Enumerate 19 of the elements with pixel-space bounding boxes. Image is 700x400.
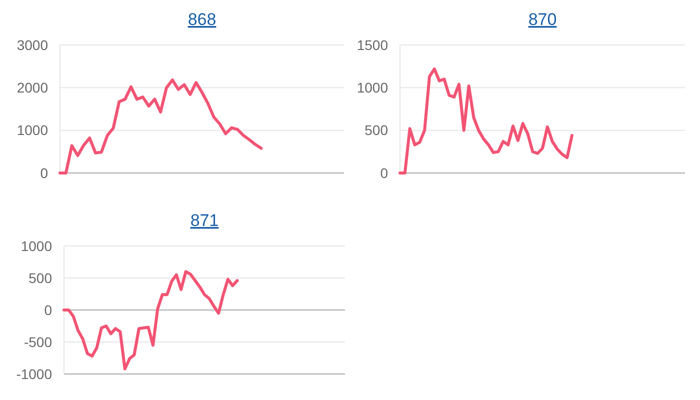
y-tick-label: 1000 xyxy=(16,122,48,138)
y-tick-label: 0 xyxy=(380,164,388,181)
y-tick-label: 0 xyxy=(40,164,48,181)
y-tick-label: 1000 xyxy=(20,238,52,254)
line-series xyxy=(58,78,263,174)
y-tick-label: 2000 xyxy=(16,80,48,96)
y-tick-label: -500 xyxy=(24,334,52,350)
y-tick-label: 500 xyxy=(364,122,388,138)
chart-title: 871 xyxy=(190,211,219,230)
y-tick-label: 1000 xyxy=(356,80,388,96)
line-series xyxy=(398,67,574,174)
line-series xyxy=(62,270,239,370)
y-tick-label: 1500 xyxy=(356,36,388,53)
y-tick-label: 3000 xyxy=(16,36,48,53)
y-tick-label: 500 xyxy=(28,270,52,286)
y-tick-label: 0 xyxy=(44,302,52,318)
chart-title: 870 xyxy=(528,10,557,29)
chart-title: 868 xyxy=(188,10,216,29)
y-tick-label: -1000 xyxy=(16,366,52,382)
